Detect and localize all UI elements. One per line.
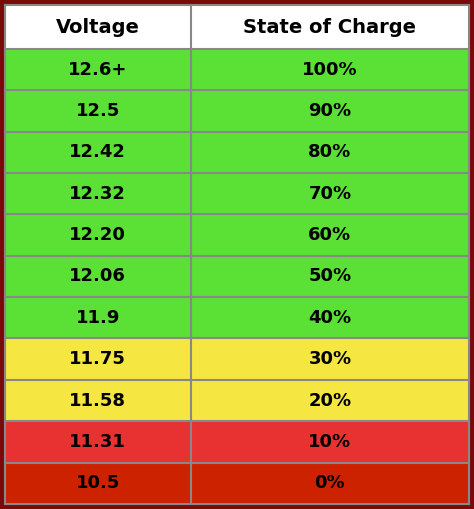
Bar — [191, 90, 469, 132]
Text: 12.20: 12.20 — [69, 226, 126, 244]
Text: 11.9: 11.9 — [75, 309, 120, 327]
Bar — [191, 297, 469, 338]
Bar — [191, 214, 469, 256]
Text: 11.75: 11.75 — [69, 350, 126, 368]
Bar — [191, 5, 469, 49]
Bar — [5, 90, 191, 132]
Text: 20%: 20% — [309, 391, 351, 410]
Bar — [191, 463, 469, 504]
Bar — [191, 338, 469, 380]
Text: 50%: 50% — [309, 267, 351, 286]
Text: 30%: 30% — [309, 350, 351, 368]
Text: 100%: 100% — [302, 61, 358, 79]
Bar — [5, 173, 191, 214]
Text: 12.42: 12.42 — [69, 144, 126, 161]
Text: 12.32: 12.32 — [69, 185, 126, 203]
Bar — [191, 173, 469, 214]
Text: 10.5: 10.5 — [75, 474, 120, 492]
Bar — [191, 49, 469, 90]
Text: 60%: 60% — [309, 226, 351, 244]
Bar — [191, 380, 469, 421]
Bar — [191, 132, 469, 173]
Bar — [5, 421, 191, 463]
Bar — [5, 214, 191, 256]
Text: 90%: 90% — [309, 102, 351, 120]
Bar — [5, 5, 191, 49]
Text: State of Charge: State of Charge — [244, 17, 416, 37]
Text: 40%: 40% — [309, 309, 351, 327]
Text: 12.6+: 12.6+ — [68, 61, 128, 79]
Bar — [5, 49, 191, 90]
Bar — [5, 256, 191, 297]
Bar — [5, 463, 191, 504]
Text: 12.06: 12.06 — [69, 267, 126, 286]
Text: 11.31: 11.31 — [69, 433, 126, 451]
Text: 80%: 80% — [308, 144, 352, 161]
Bar — [191, 421, 469, 463]
Text: 0%: 0% — [315, 474, 345, 492]
Text: 70%: 70% — [309, 185, 351, 203]
Text: 12.5: 12.5 — [75, 102, 120, 120]
Bar — [5, 338, 191, 380]
Bar — [5, 132, 191, 173]
Bar — [191, 256, 469, 297]
Bar — [5, 380, 191, 421]
Text: 11.58: 11.58 — [69, 391, 126, 410]
Text: 10%: 10% — [309, 433, 351, 451]
Bar — [5, 297, 191, 338]
Text: Voltage: Voltage — [56, 17, 139, 37]
